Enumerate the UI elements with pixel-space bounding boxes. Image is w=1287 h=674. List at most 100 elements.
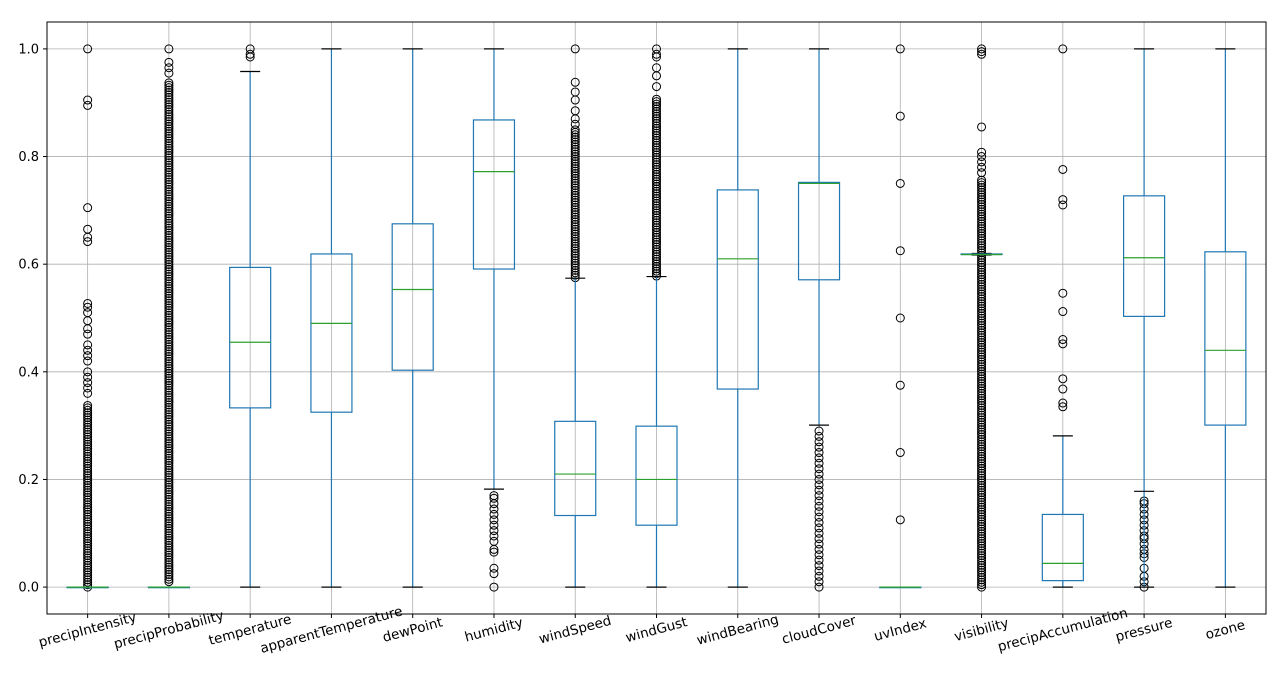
outlier-point (977, 202, 987, 212)
outlier-point (83, 449, 93, 459)
outlier-point (977, 323, 987, 333)
outlier-point (570, 251, 580, 261)
y-tick-label: 1.0 (18, 42, 39, 57)
outlier-point (652, 223, 661, 233)
outlier-point (652, 189, 661, 199)
outlier-point (83, 444, 93, 454)
outlier-point (164, 342, 174, 352)
outlier-point (164, 114, 174, 124)
outlier-point (164, 213, 174, 223)
outlier-point (164, 129, 174, 139)
outlier-point (83, 526, 93, 536)
outlier-point (977, 294, 987, 304)
outlier-point (83, 413, 93, 423)
outlier-point (977, 522, 987, 532)
outlier-point (164, 504, 174, 514)
outlier-point (977, 340, 987, 350)
outlier-point (814, 442, 824, 452)
outlier-point (83, 546, 93, 556)
outlier-point (164, 100, 174, 110)
outlier-point (164, 477, 174, 487)
outlier-point (652, 160, 661, 170)
outlier-point (83, 558, 93, 568)
outlier-point (977, 318, 987, 328)
outlier-point (164, 245, 174, 255)
outlier-point (652, 99, 661, 109)
outlier-point (83, 446, 93, 456)
outlier-point (83, 485, 93, 495)
outlier-point (570, 135, 580, 145)
outlier-point (652, 167, 661, 177)
outlier-point (83, 456, 93, 466)
outlier-point (570, 183, 580, 193)
outlier-point (164, 502, 174, 512)
outlier-point (977, 461, 987, 471)
outlier-point (1058, 402, 1068, 412)
outlier-point (977, 236, 987, 246)
outlier-point (83, 422, 93, 432)
box-ozone (1204, 48, 1247, 588)
outlier-point (83, 565, 93, 575)
box-layer (66, 44, 1247, 592)
outlier-point (489, 563, 499, 573)
outlier-point (83, 232, 93, 242)
outlier-point (977, 509, 987, 519)
outlier-point (164, 521, 174, 531)
outlier-point (164, 289, 174, 299)
outlier-point (164, 511, 174, 521)
outlier-point (977, 313, 987, 323)
outlier-point (977, 316, 987, 326)
outlier-point (977, 199, 987, 209)
outlier-point (814, 544, 824, 554)
outlier-point (570, 198, 580, 208)
outlier-point (83, 471, 93, 481)
outlier-point (164, 310, 174, 320)
outlier-point (977, 362, 987, 372)
outlier-point (570, 95, 580, 105)
outlier-point (83, 432, 93, 442)
outlier-point (164, 313, 174, 323)
outlier-point (489, 504, 499, 514)
outlier-point (977, 495, 987, 505)
outlier-point (164, 78, 174, 88)
outlier-point (652, 242, 661, 252)
outlier-point (814, 571, 824, 581)
outlier-point (977, 182, 987, 192)
box-windBearing (716, 48, 759, 588)
outlier-point (652, 133, 661, 143)
outlier-point (977, 304, 987, 314)
outlier-point (977, 577, 987, 587)
outlier-point (164, 146, 174, 156)
outlier-point (164, 487, 174, 497)
outlier-point (164, 138, 174, 148)
outlier-point (83, 463, 93, 473)
outlier-point (164, 361, 174, 371)
outlier-point (814, 518, 824, 528)
outlier-point (814, 485, 824, 495)
outlier-point (570, 152, 580, 162)
outlier-point (652, 52, 661, 62)
outlier-point (570, 200, 580, 210)
outlier-point (83, 531, 93, 541)
outlier-point (164, 155, 174, 165)
outlier-point (164, 531, 174, 541)
outlier-point (977, 291, 987, 301)
outlier-point (977, 258, 987, 268)
outlier-point (570, 159, 580, 169)
outlier-point (977, 122, 987, 132)
box-humidity (472, 48, 516, 592)
outlier-point (83, 575, 93, 585)
outlier-point (977, 408, 987, 418)
outlier-point (977, 325, 987, 335)
outlier-point (570, 181, 580, 191)
outlier-point (164, 368, 174, 378)
outlier-point (570, 173, 580, 183)
outlier-point (83, 534, 93, 544)
outlier-point (652, 97, 661, 107)
outlier-point (977, 289, 987, 299)
outlier-point (652, 179, 661, 189)
box-rect (797, 181, 841, 281)
outlier-point (977, 282, 987, 292)
outlier-point (977, 296, 987, 306)
outlier-point (83, 568, 93, 578)
